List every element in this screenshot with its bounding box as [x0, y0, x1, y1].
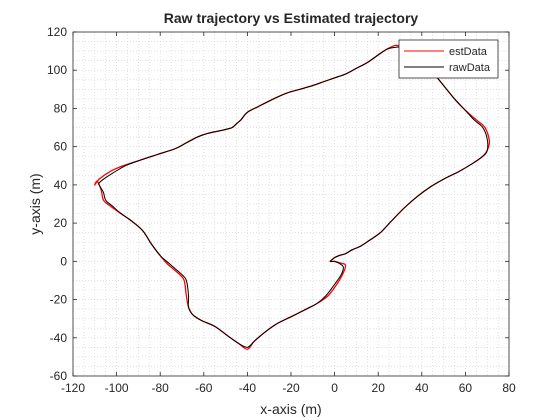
x-tick-label: -120: [61, 381, 85, 395]
x-tick-label: 60: [459, 381, 473, 395]
x-tick-labels: -120 -100 -80 -60 -40 -20 0 20 40 60 80: [61, 381, 516, 395]
x-tick-label: -20: [282, 381, 300, 395]
legend: estData rawData: [398, 39, 499, 79]
y-tick-label: 120: [47, 25, 67, 39]
x-tick-label: 80: [502, 381, 516, 395]
x-tick-label: -40: [239, 381, 257, 395]
y-tick-label: -40: [50, 331, 68, 345]
x-axis-title: x-axis (m): [260, 401, 321, 417]
y-tick-label: -60: [50, 369, 68, 383]
chart-title: Raw trajectory vs Estimated trajectory: [164, 10, 419, 26]
legend-box: [398, 39, 499, 79]
series-layer: [94, 44, 491, 350]
y-tick-label: 100: [47, 63, 67, 77]
legend-label-estdata: estData: [449, 46, 488, 58]
series-line-rawdata: [98, 46, 489, 348]
tick-marks: [72, 31, 510, 377]
x-tick-label: -80: [152, 381, 170, 395]
x-tick-label: 0: [331, 381, 338, 395]
y-tick-labels: -60 -40 -20 0 20 40 60 80 100 120: [47, 25, 67, 383]
minor-grid: [73, 32, 509, 376]
legend-label-rawdata: rawData: [449, 62, 491, 74]
x-tick-label: 40: [415, 381, 429, 395]
y-tick-label: -20: [50, 293, 68, 307]
x-tick-label: 20: [372, 381, 386, 395]
x-tick-label: -60: [195, 381, 213, 395]
y-tick-label: 80: [54, 101, 68, 115]
y-tick-label: 60: [54, 140, 68, 154]
y-tick-label: 40: [54, 178, 68, 192]
y-tick-label: 0: [60, 254, 67, 268]
x-tick-label: -100: [105, 381, 129, 395]
y-axis-title: y-axis (m): [27, 173, 43, 234]
y-tick-label: 20: [54, 216, 68, 230]
